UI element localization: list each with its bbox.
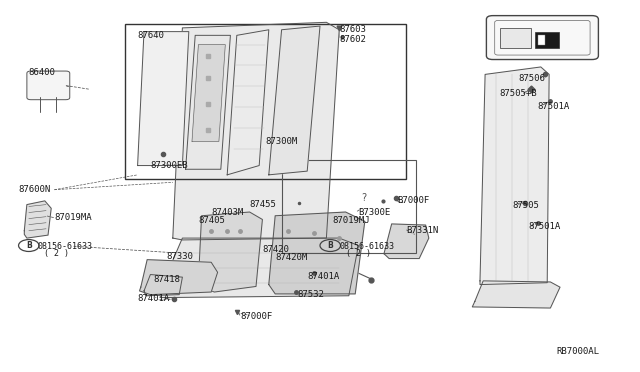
Text: 87330: 87330 (166, 252, 193, 261)
Text: 87418: 87418 (154, 275, 180, 284)
Polygon shape (480, 67, 549, 285)
Text: 87420M: 87420M (275, 253, 307, 262)
Text: 87405: 87405 (198, 216, 225, 225)
Text: 87403M: 87403M (211, 208, 243, 217)
Text: 87501A: 87501A (538, 102, 570, 110)
Text: B7000F: B7000F (397, 196, 429, 205)
Bar (282, 160, 416, 253)
Text: B: B (26, 241, 31, 250)
Text: 87300EB: 87300EB (150, 161, 188, 170)
Polygon shape (384, 224, 429, 259)
Text: B: B (328, 241, 333, 250)
Polygon shape (269, 212, 365, 294)
Polygon shape (269, 26, 320, 175)
Text: 87600N: 87600N (18, 185, 50, 194)
Text: 87505+B: 87505+B (499, 89, 537, 98)
Bar (535, 32, 559, 48)
Text: 87300M: 87300M (266, 137, 298, 146)
Text: ( 2 ): ( 2 ) (44, 249, 68, 258)
Text: 87000F: 87000F (240, 312, 272, 321)
Text: 87505: 87505 (512, 201, 539, 210)
Text: 87640: 87640 (138, 31, 164, 40)
Text: 87019MA: 87019MA (54, 213, 92, 222)
Text: ?: ? (361, 193, 366, 203)
Text: 86400: 86400 (29, 68, 56, 77)
Polygon shape (138, 32, 189, 166)
Polygon shape (227, 30, 269, 175)
Bar (125, 24, 406, 179)
Polygon shape (160, 238, 358, 298)
Text: 08156-61633: 08156-61633 (37, 242, 92, 251)
Polygon shape (140, 260, 218, 295)
Text: 87019MJ: 87019MJ (333, 216, 371, 225)
Text: 87532: 87532 (298, 290, 324, 299)
Polygon shape (186, 35, 230, 169)
Bar (538, 35, 545, 45)
Text: B7300E: B7300E (358, 208, 390, 217)
Text: 87401A: 87401A (307, 272, 339, 280)
Polygon shape (144, 275, 182, 296)
Bar (500, 28, 531, 48)
Polygon shape (173, 22, 339, 240)
Text: B7331N: B7331N (406, 226, 438, 235)
Text: 08156-61633: 08156-61633 (339, 242, 394, 251)
Text: 87401A: 87401A (138, 294, 170, 303)
Text: RB7000AL: RB7000AL (557, 347, 600, 356)
Polygon shape (24, 201, 51, 238)
Text: 87501A: 87501A (528, 222, 560, 231)
Text: 87506: 87506 (518, 74, 545, 83)
Text: 87603: 87603 (339, 25, 366, 34)
Polygon shape (192, 45, 225, 141)
Text: 87455: 87455 (250, 200, 276, 209)
Text: ( 2 ): ( 2 ) (346, 249, 371, 258)
Text: 87602: 87602 (339, 35, 366, 44)
FancyBboxPatch shape (27, 71, 70, 100)
Polygon shape (472, 281, 560, 308)
Text: 87420: 87420 (262, 245, 289, 254)
Polygon shape (198, 212, 262, 292)
FancyBboxPatch shape (486, 16, 598, 60)
